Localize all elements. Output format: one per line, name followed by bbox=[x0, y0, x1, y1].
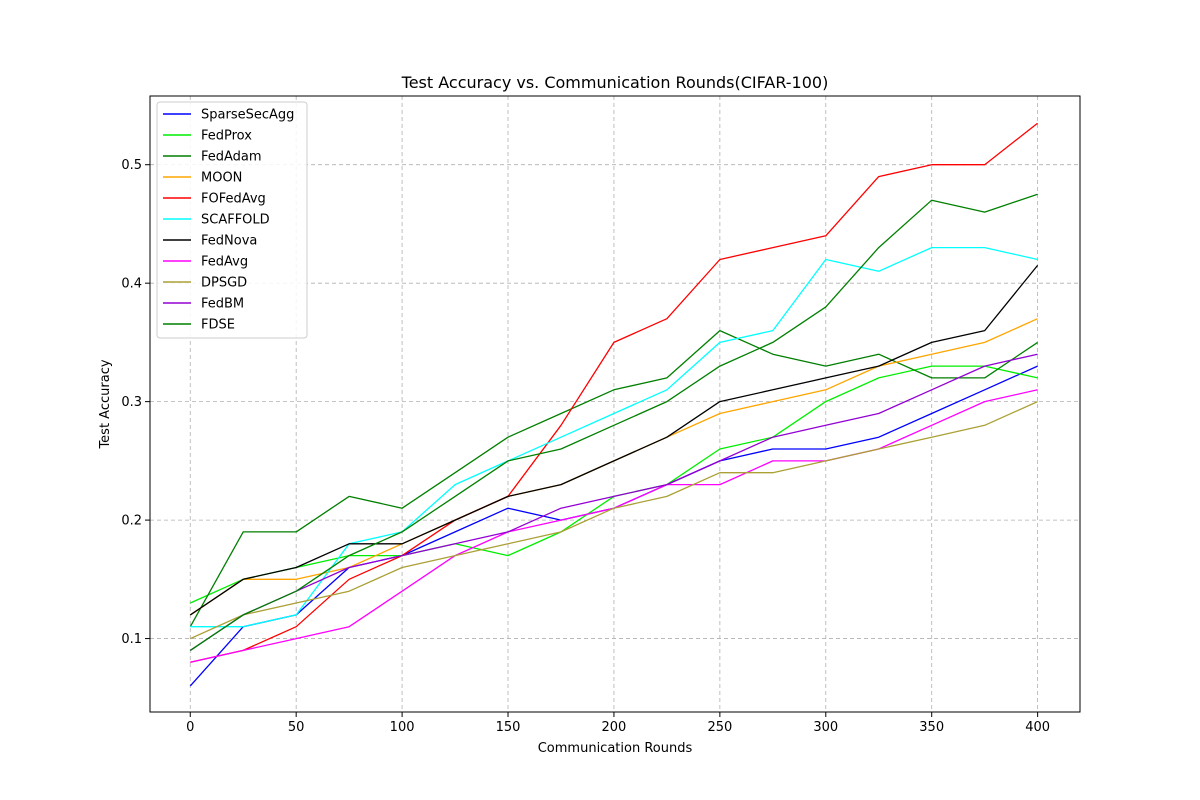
legend-label-fednova: FedNova bbox=[201, 234, 257, 249]
x-axis-title: Communication Rounds bbox=[538, 741, 693, 756]
tick-layer: 0 50 100 150 200 250 300 350 400 0.1 0.2 0.3 0.4 0.5 bbox=[121, 158, 1050, 735]
x-tick-label: 100 bbox=[390, 720, 415, 735]
legend-label-dpsgd: DPSGD bbox=[201, 276, 247, 291]
y-tick-label: 0.3 bbox=[121, 395, 142, 410]
y-tick-label: 0.4 bbox=[121, 277, 142, 292]
legend-label-fofedavg: FOFedAvg bbox=[201, 192, 266, 207]
legend-label-fedbm: FedBM bbox=[201, 297, 244, 312]
x-tick-label: 150 bbox=[496, 720, 521, 735]
legend: SparseSecAgg FedProx FedAdam MOON FOFedAvg SC… bbox=[156, 101, 308, 339]
series-layer bbox=[189, 122, 1039, 687]
x-tick-label: 200 bbox=[602, 720, 627, 735]
y-tick-label: 0.1 bbox=[121, 632, 142, 647]
legend-label-sparsesecagg: SparseSecAgg bbox=[201, 108, 294, 123]
series-line-fedbm bbox=[189, 353, 1038, 651]
x-tick-label: 0 bbox=[186, 720, 194, 735]
x-tick-label: 50 bbox=[288, 720, 305, 735]
y-tick-label: 0.5 bbox=[121, 158, 142, 173]
legend-label-scaffold: SCAFFOLD bbox=[201, 213, 270, 228]
x-tick-label: 400 bbox=[1025, 720, 1050, 735]
legend-box bbox=[156, 101, 308, 339]
x-tick-label: 350 bbox=[919, 720, 944, 735]
legend-label-moon: MOON bbox=[201, 171, 242, 186]
legend-label-fdse: FDSE bbox=[201, 318, 235, 333]
x-tick-label: 250 bbox=[707, 720, 732, 735]
legend-label-fedavg: FedAvg bbox=[201, 255, 248, 270]
series-line-dpsgd bbox=[190, 401, 1038, 640]
legend-label-fedprox: FedProx bbox=[201, 129, 252, 144]
series-line-fednova bbox=[189, 264, 1039, 616]
plot-frame bbox=[149, 95, 1081, 713]
chart-title: Test Accuracy vs. Communication Rounds(C… bbox=[401, 73, 829, 92]
x-tick-label: 300 bbox=[813, 720, 838, 735]
y-tick-label: 0.2 bbox=[121, 514, 142, 529]
series-line-fdse bbox=[189, 193, 1038, 651]
y-axis-title: Test Accuracy bbox=[98, 359, 113, 449]
legend-label-fedadam: FedAdam bbox=[201, 150, 262, 165]
